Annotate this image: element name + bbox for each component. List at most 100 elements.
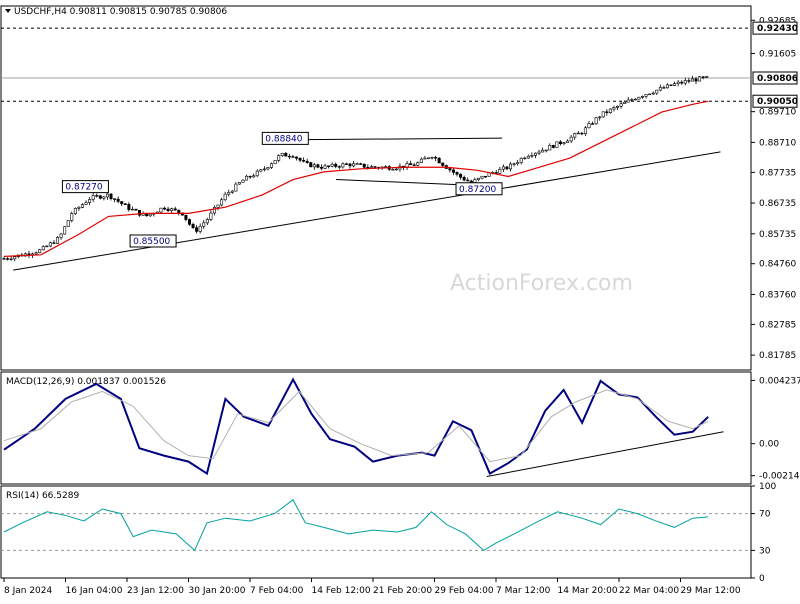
candle-body — [113, 198, 117, 200]
candle-body — [130, 208, 134, 211]
candle-body — [566, 140, 570, 143]
candle-body — [105, 193, 109, 198]
candle-body — [234, 183, 238, 192]
macd-trendline-line — [486, 431, 724, 478]
candle-body — [694, 78, 698, 82]
annotation-box-3 — [455, 182, 503, 196]
macd-title: MACD(12,26,9) 0.001837 0.001526 — [6, 377, 166, 387]
x-tick-label: 16 Jan 04:00 — [66, 586, 123, 596]
price-label-text-2: 0.90050 — [757, 97, 798, 107]
price-label-box-0 — [752, 21, 798, 35]
candle-body — [70, 213, 74, 221]
x-tick-label: 21 Feb 20:00 — [373, 586, 432, 596]
candle-body — [2, 258, 6, 260]
macd-y-tick-label: 0.00 — [759, 440, 779, 450]
candle-body — [419, 158, 423, 163]
candle-body — [259, 169, 263, 172]
rsi-y-tick-label: 100 — [759, 482, 776, 492]
price-y-axis: 0.92685 0.91605 0.89710 0.88710 0.87735 0.867… — [751, 16, 796, 361]
x-axis: 8 Jan 2024 16 Jan 04:00 23 Jan 12:00 30 Jan… — [3, 578, 741, 596]
macd-panel: MACD(12,26,9) 0.001837 0.001526 0.004237… — [0, 371, 800, 485]
candle-body — [573, 133, 577, 138]
candle-body — [212, 207, 216, 214]
rsi-levels — [1, 513, 751, 551]
candle-body — [252, 175, 256, 178]
price-y-tick-label: 0.85735 — [759, 230, 796, 240]
candle-body — [302, 159, 306, 162]
candle-body — [80, 204, 84, 208]
candle-body — [294, 156, 298, 159]
candle-body — [198, 225, 202, 232]
candle-body — [548, 145, 552, 151]
price-panel: USDCHF,H4 0.90811 0.90815 0.90785 0.9080… — [0, 5, 798, 371]
macd-y-tick-label: 0.004237 — [759, 376, 800, 386]
candle-body — [184, 214, 188, 220]
rsi-panel: RSI(14) 66.5289 100 70 30 0 — [0, 482, 776, 584]
candle-body — [45, 245, 49, 248]
x-tick-label: 7 Mar 12:00 — [496, 586, 551, 596]
candle-body — [480, 175, 484, 179]
candle-body — [476, 177, 480, 180]
candle-body — [352, 163, 356, 167]
candle-body — [195, 227, 199, 232]
candle-body — [59, 233, 63, 238]
macd-series-1 — [3, 389, 709, 463]
rsi-title: RSI(14) 66.5289 — [6, 491, 79, 501]
candle-body — [591, 123, 595, 125]
candle-body — [655, 89, 659, 94]
top-left-menu-icon[interactable] — [5, 9, 11, 13]
candle-body — [41, 246, 45, 251]
price-lines — [1, 27, 751, 102]
candle-body — [116, 198, 120, 202]
candle-body — [173, 208, 177, 211]
x-tick-label: 29 Feb 04:00 — [435, 586, 494, 596]
candle-body — [441, 162, 445, 166]
candle-body — [138, 209, 142, 216]
candle-body — [84, 202, 88, 205]
annotation-box-2 — [129, 234, 177, 248]
candle-body — [473, 179, 477, 183]
candle-body — [309, 162, 313, 168]
candle-body — [327, 165, 331, 167]
price-labels: 0.92430 0.90806 0.90050 — [752, 21, 798, 108]
candle-body — [277, 155, 281, 161]
rsi-series-0 — [3, 499, 709, 552]
candle-body — [245, 175, 249, 181]
candle-body — [344, 163, 348, 165]
candle-body — [145, 213, 149, 217]
candle-body — [384, 166, 388, 168]
candle-body — [423, 157, 427, 160]
candle-body — [56, 237, 60, 244]
candle-body — [583, 127, 587, 134]
rsi-y-tick-label: 30 — [759, 546, 771, 556]
candle-body — [362, 163, 366, 168]
candle-body — [665, 84, 669, 89]
candle-body — [434, 157, 438, 159]
price-panel-frame — [0, 5, 752, 371]
candle-body — [369, 166, 373, 168]
price-y-tick-label: 0.83760 — [759, 290, 796, 300]
annotation-box-1 — [61, 180, 109, 194]
candle-body — [448, 168, 452, 171]
macd-y-axis: 0.004237 0.00 -0.002142 — [751, 376, 800, 482]
price-y-tick-label: 0.87735 — [759, 168, 796, 178]
candle-body — [91, 195, 95, 200]
candle-body — [266, 167, 270, 170]
candle-body — [330, 163, 334, 167]
candle-body — [209, 212, 213, 220]
x-tick-label: 8 Jan 2024 — [4, 586, 52, 596]
candle-body — [95, 195, 99, 197]
annotation-label-2: 0.85500 — [133, 237, 170, 247]
candle-body — [98, 195, 102, 199]
candle-body — [120, 201, 124, 205]
x-tick-label: 7 Feb 04:00 — [250, 586, 304, 596]
candle-body — [230, 190, 234, 193]
candle-body — [662, 87, 666, 89]
candle-body — [437, 157, 441, 164]
rsi-panel-frame — [0, 485, 752, 579]
candle-body — [159, 207, 163, 213]
candle-body — [626, 99, 630, 103]
candle-body — [605, 111, 609, 114]
